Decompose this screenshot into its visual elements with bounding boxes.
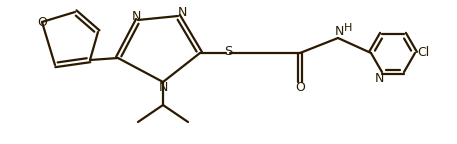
Text: N: N xyxy=(131,10,141,22)
Text: H: H xyxy=(344,23,352,33)
Text: O: O xyxy=(295,80,305,93)
Text: N: N xyxy=(177,5,187,18)
Text: N: N xyxy=(335,24,344,37)
Text: Cl: Cl xyxy=(417,46,429,58)
Text: N: N xyxy=(158,80,168,93)
Text: O: O xyxy=(37,16,47,29)
Text: S: S xyxy=(224,44,232,57)
Text: N: N xyxy=(374,72,384,85)
